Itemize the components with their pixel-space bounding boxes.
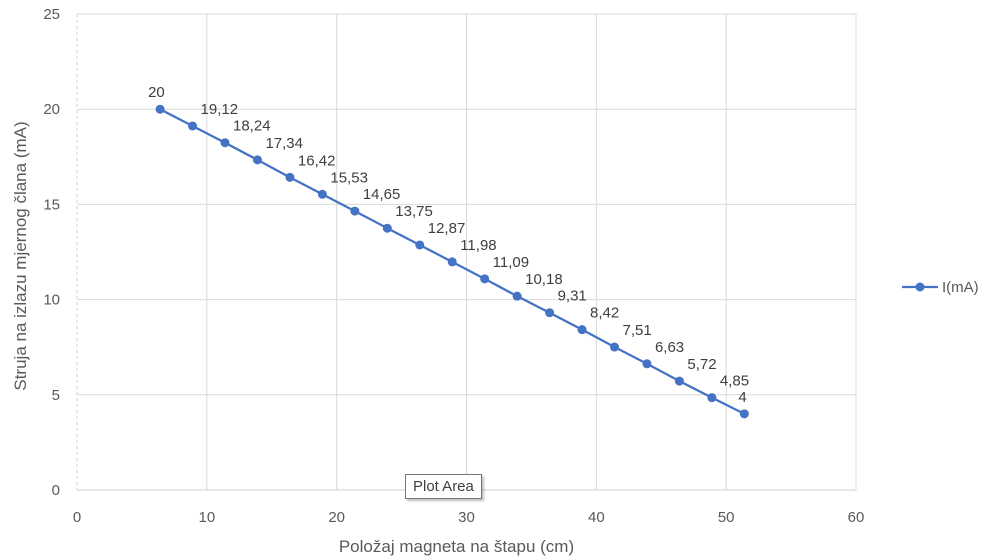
data-label: 11,98 bbox=[460, 237, 496, 254]
y-tick-label: 25 bbox=[43, 6, 60, 23]
data-point[interactable] bbox=[674, 376, 684, 386]
data-point[interactable] bbox=[350, 206, 360, 216]
x-tick-label: 10 bbox=[198, 509, 215, 526]
x-tick-label: 20 bbox=[328, 509, 345, 526]
data-point[interactable] bbox=[447, 257, 457, 267]
y-tick-label: 10 bbox=[43, 292, 60, 309]
data-label: 8,42 bbox=[590, 305, 619, 322]
data-label: 5,72 bbox=[687, 356, 716, 373]
y-tick-label: 5 bbox=[52, 387, 60, 404]
data-label: 12,87 bbox=[428, 220, 466, 237]
data-point[interactable] bbox=[480, 274, 490, 284]
data-point[interactable] bbox=[739, 409, 749, 419]
data-point[interactable] bbox=[545, 308, 555, 318]
x-axis-tick-labels: 0 10 20 30 40 50 60 bbox=[73, 509, 865, 526]
data-point[interactable] bbox=[155, 104, 165, 114]
y-tick-label: 15 bbox=[43, 196, 60, 213]
data-label: 6,63 bbox=[655, 339, 684, 356]
data-label: 19,12 bbox=[201, 101, 239, 118]
data-point[interactable] bbox=[220, 138, 230, 148]
data-point[interactable] bbox=[512, 291, 522, 301]
data-label: 9,31 bbox=[558, 288, 587, 305]
y-axis-title: Struja na izlazu mjernog člana (mA) bbox=[11, 121, 30, 390]
x-tick-label: 50 bbox=[718, 509, 735, 526]
data-point[interactable] bbox=[188, 121, 198, 131]
data-point[interactable] bbox=[610, 342, 620, 352]
legend-label: I(mA) bbox=[942, 279, 979, 296]
data-label: 15,53 bbox=[330, 169, 368, 186]
legend-point-marker bbox=[915, 282, 925, 292]
data-point[interactable] bbox=[415, 240, 425, 250]
data-label: 4,85 bbox=[720, 373, 749, 390]
y-axis-tick-labels: 0 5 10 15 20 25 bbox=[43, 6, 60, 499]
data-label: 4 bbox=[738, 389, 746, 406]
x-tick-label: 0 bbox=[73, 509, 81, 526]
x-tick-label: 60 bbox=[848, 509, 865, 526]
data-point[interactable] bbox=[382, 223, 392, 233]
data-point[interactable] bbox=[577, 325, 587, 335]
gridlines bbox=[77, 13, 857, 490]
data-labels: 20 19,1218,2417,3416,4215,5314,6513,7512,… bbox=[148, 84, 749, 406]
data-label: 11,09 bbox=[493, 254, 529, 271]
series-layer bbox=[155, 104, 749, 419]
data-point[interactable] bbox=[317, 189, 327, 199]
data-label: 17,34 bbox=[265, 135, 303, 152]
y-tick-label: 20 bbox=[43, 101, 60, 118]
x-tick-label: 40 bbox=[588, 509, 605, 526]
data-label: 18,24 bbox=[233, 118, 271, 135]
data-label: 20 bbox=[148, 84, 165, 101]
legend[interactable]: I(mA) bbox=[902, 279, 979, 296]
data-label: 10,18 bbox=[525, 271, 563, 288]
data-label: 13,75 bbox=[395, 203, 433, 220]
data-label: 7,51 bbox=[623, 322, 652, 339]
plot-area-tooltip: Plot Area bbox=[405, 474, 482, 499]
data-point[interactable] bbox=[642, 359, 652, 369]
data-point[interactable] bbox=[285, 172, 295, 182]
x-axis-title: Položaj magneta na štapu (cm) bbox=[339, 537, 574, 556]
x-tick-label: 30 bbox=[458, 509, 475, 526]
y-tick-label: 0 bbox=[52, 482, 60, 499]
data-point[interactable] bbox=[252, 155, 262, 165]
data-label: 16,42 bbox=[298, 152, 336, 169]
data-label: 14,65 bbox=[363, 186, 401, 203]
data-point[interactable] bbox=[707, 393, 717, 403]
